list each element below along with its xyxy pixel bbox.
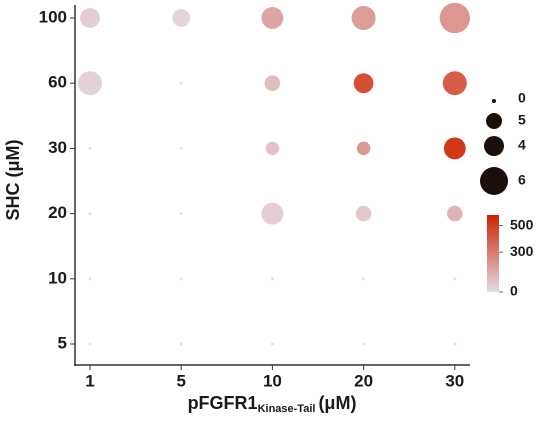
x-axis-title: pFGFR1Kinase-Tail (μM) bbox=[188, 393, 357, 415]
dot bbox=[172, 9, 191, 27]
size-legend-dot bbox=[480, 167, 508, 195]
dot bbox=[353, 73, 374, 94]
dot bbox=[351, 6, 376, 30]
x-title-sub: Kinase-Tail bbox=[258, 403, 316, 415]
dot bbox=[88, 212, 92, 216]
dot bbox=[355, 205, 372, 222]
x-tick-label: 5 bbox=[176, 371, 185, 390]
dot bbox=[443, 137, 466, 160]
dot bbox=[88, 342, 92, 346]
dot bbox=[88, 277, 92, 281]
dot bbox=[265, 141, 280, 156]
dot bbox=[270, 277, 274, 281]
y-tick-label: 10 bbox=[48, 268, 67, 287]
y-tick-label: 100 bbox=[39, 7, 67, 26]
dot bbox=[264, 75, 281, 91]
dot bbox=[179, 277, 183, 281]
dot bbox=[447, 205, 463, 222]
dot bbox=[179, 81, 183, 85]
x-tick-label: 1 bbox=[85, 371, 94, 390]
dot bbox=[261, 202, 284, 225]
x-title-main: pFGFR1 bbox=[188, 393, 258, 413]
dot bbox=[362, 277, 366, 281]
y-tick-label: 5 bbox=[58, 333, 67, 352]
dot bbox=[179, 146, 183, 150]
x-tick-label: 30 bbox=[445, 371, 464, 390]
x-tick-label: 10 bbox=[263, 371, 282, 390]
size-legend-dot bbox=[486, 113, 502, 129]
colorbar bbox=[487, 215, 499, 292]
y-tick-label: 30 bbox=[48, 138, 67, 157]
y-tick-label: 20 bbox=[48, 203, 67, 222]
size-legend-label: 0 bbox=[518, 90, 526, 106]
size-legend-dot bbox=[492, 99, 496, 103]
dot bbox=[453, 342, 457, 346]
dot bbox=[442, 71, 467, 96]
dot bbox=[261, 7, 284, 29]
dot bbox=[439, 2, 470, 34]
colorbar-label: 500 bbox=[510, 216, 534, 232]
size-legend-label: 6 bbox=[518, 172, 526, 188]
dot bbox=[270, 342, 274, 346]
size-legend-label: 5 bbox=[518, 112, 526, 128]
dot bbox=[453, 277, 457, 281]
x-title-unit: (μM) bbox=[318, 393, 356, 413]
y-axis-title: SHC (μM) bbox=[3, 139, 23, 220]
dot bbox=[80, 8, 100, 28]
x-tick-label: 20 bbox=[354, 371, 373, 390]
dot bbox=[88, 146, 92, 150]
size-legend-dot bbox=[484, 136, 504, 156]
colorbar-label: 300 bbox=[510, 243, 534, 259]
dot bbox=[179, 212, 183, 216]
dot bbox=[362, 342, 366, 346]
dot bbox=[356, 141, 371, 156]
dot bbox=[179, 342, 183, 346]
dot bbox=[78, 71, 102, 96]
colorbar-label: 0 bbox=[510, 283, 518, 299]
y-tick-label: 60 bbox=[48, 73, 67, 92]
size-legend-label: 4 bbox=[518, 137, 526, 153]
